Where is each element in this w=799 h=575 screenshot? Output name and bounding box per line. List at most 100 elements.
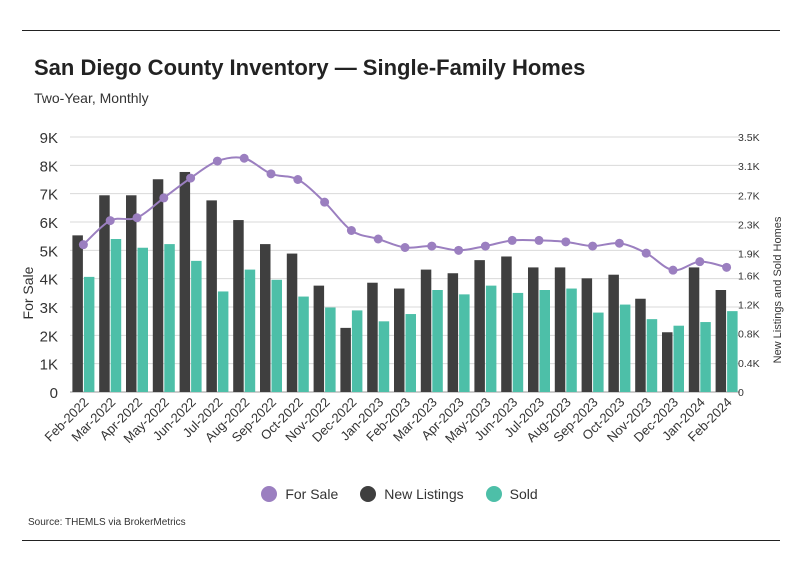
bar-new-listings [260,244,271,392]
y-right-tick-label: 3.1K [738,161,760,173]
y-right-tick-label: 3.5K [738,132,760,144]
bar-new-listings [447,273,459,392]
y-left-tick-label: 5K [40,243,58,260]
point-for-sale [588,241,598,251]
bar-new-listings [501,256,512,392]
point-for-sale [668,265,678,275]
bar-sold [673,325,684,392]
y-right-axis-title: New Listings and Sold Homes [772,216,784,363]
bar-sold [593,312,604,392]
bar-sold [405,314,416,392]
legend-swatch-for-sale [261,486,278,502]
legend-item-for-sale: For Sale [261,486,338,502]
point-for-sale [614,238,624,248]
y-right-tick-label: 0.8K [738,329,760,341]
source-note: Source: THEMLS via BrokerMetrics [28,517,186,528]
point-for-sale [454,245,464,255]
bar-new-listings [715,290,727,392]
point-for-sale [105,216,115,226]
y-left-tick-label: 2K [40,328,58,345]
point-for-sale [695,257,705,267]
y-left-tick-label: 8K [40,158,58,175]
point-for-sale [346,226,356,235]
bar-sold [700,322,711,392]
y-right-tick-label: 1.9K [738,249,760,261]
point-for-sale [480,241,490,251]
bar-new-listings [608,274,619,392]
bar-new-listings [72,235,83,392]
chart-subtitle: Two-Year, Monthly [34,90,149,106]
bar-new-listings [554,267,566,392]
y-left-tick-label: 1K [40,357,58,374]
y-left-tick-label: 7K [40,187,58,204]
bar-sold [727,311,738,392]
point-for-sale [186,173,196,183]
point-for-sale [78,240,88,250]
bar-sold [137,247,148,392]
y-left-tick-label: 0 [50,385,58,402]
bar-new-listings [474,260,485,392]
legend-label-sold: Sold [509,486,538,502]
bar-new-listings [286,253,298,392]
bar-new-listings [581,278,593,392]
bar-new-listings [394,288,405,392]
bar-new-listings [233,220,244,392]
point-for-sale [373,234,383,244]
legend: For Sale New Listings Sold [0,486,799,502]
bar-new-listings [367,282,378,392]
bar-new-listings [99,195,110,392]
y-right-tick-label: 0 [738,387,744,399]
y-right-tick-label: 1.6K [738,270,760,282]
bar-sold [378,321,390,392]
bar-new-listings [635,298,646,392]
point-for-sale [293,175,303,184]
point-for-sale [266,169,276,179]
point-for-sale [641,248,651,258]
y-left-axis-title: For Sale [20,266,36,319]
bar-sold [298,296,309,392]
point-for-sale [212,156,222,166]
point-for-sale [561,237,571,247]
y-right-tick-label: 2.7K [738,190,760,202]
bar-sold [191,260,202,392]
bar-sold [325,307,336,392]
bar-sold [485,285,497,392]
y-right-tick-label: 0.4K [738,358,760,370]
bar-sold [512,292,524,392]
bar-sold [217,291,229,392]
top-rule [22,30,780,31]
bottom-rule [22,540,780,541]
bar-sold [459,294,470,392]
legend-swatch-sold [485,486,502,502]
point-for-sale [427,241,437,251]
point-for-sale [132,213,142,223]
y-left-tick-label: 6K [40,215,58,232]
legend-item-new-listings: New Listings [360,486,464,502]
bar-new-listings [126,195,137,392]
y-right-tick-label: 1.2K [738,300,760,312]
bar-new-listings [420,269,432,392]
legend-swatch-new-listings [360,486,377,502]
point-for-sale [722,262,732,272]
bar-new-listings [206,200,217,392]
bar-sold [432,290,443,392]
y-left-tick-label: 9K [40,130,58,147]
legend-item-sold: Sold [485,486,538,502]
bar-new-listings [662,332,673,392]
bar-sold [271,279,282,392]
bar-sold [539,290,550,392]
legend-label-new-listings: New Listings [384,486,464,502]
bar-new-listings [340,327,351,392]
bar-sold [351,310,363,392]
y-left-tick-label: 3K [40,300,58,317]
chart-title: San Diego County Inventory — Single-Fami… [34,55,586,80]
bar-sold [619,304,631,392]
point-for-sale [159,193,169,203]
bar-new-listings [313,285,325,392]
bar-sold [646,319,658,392]
point-for-sale [400,243,410,252]
bar-new-listings [528,267,539,392]
bar-sold [83,276,95,392]
bar-sold [244,269,256,392]
